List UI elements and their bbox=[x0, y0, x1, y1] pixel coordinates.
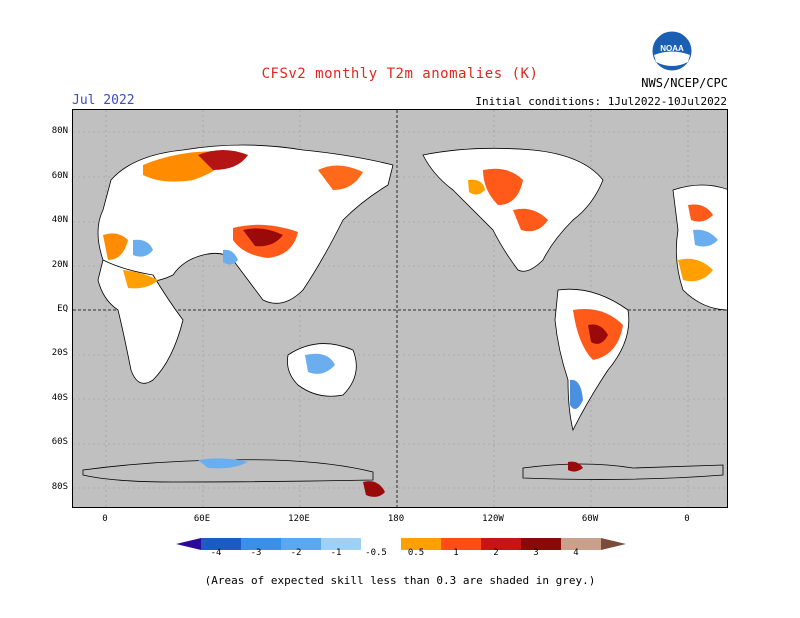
svg-text:NOAA: NOAA bbox=[660, 44, 684, 53]
lon-tick: 180 bbox=[387, 514, 405, 524]
lat-tick: 20N bbox=[51, 260, 68, 270]
lon-tick: 0 bbox=[102, 514, 108, 524]
noaa-logo: NOAA bbox=[651, 30, 693, 72]
lon-tick: 120W bbox=[482, 514, 504, 524]
colorbar-label: 2 bbox=[493, 548, 499, 558]
colorbar-label: 1 bbox=[453, 548, 459, 558]
lon-tick: 60E bbox=[193, 514, 211, 524]
lat-tick: 20S bbox=[51, 348, 68, 358]
europe-west bbox=[672, 184, 727, 311]
lon-tick: 0 bbox=[684, 514, 690, 524]
eurasia-africa bbox=[97, 144, 394, 384]
colorbar-label: 0.5 bbox=[407, 548, 425, 558]
lat-tick: 60S bbox=[51, 437, 68, 447]
colorbar-label: -4 bbox=[210, 548, 222, 558]
colorbar-arrow-high bbox=[601, 538, 626, 550]
map-svg bbox=[73, 110, 727, 507]
colorbar-label: -3 bbox=[250, 548, 262, 558]
forecast-period: Jul 2022 bbox=[72, 93, 135, 108]
footnote: (Areas of expected skill less than 0.3 a… bbox=[204, 574, 596, 587]
lat-tick: 40N bbox=[51, 215, 68, 225]
lat-tick: 80N bbox=[51, 126, 68, 136]
colorbar-arrow-low bbox=[176, 538, 201, 550]
lon-tick: 120E bbox=[288, 514, 310, 524]
australia bbox=[287, 343, 357, 397]
north-america bbox=[422, 147, 604, 272]
south-america bbox=[554, 288, 630, 432]
agency-label: NWS/NCEP/CPC bbox=[641, 76, 728, 90]
colorbar-label: 3 bbox=[533, 548, 539, 558]
colorbar bbox=[176, 535, 626, 554]
colorbar-label: -1 bbox=[330, 548, 342, 558]
colorbar-label: -0.5 bbox=[365, 548, 387, 558]
lon-tick: 60W bbox=[581, 514, 599, 524]
lat-tick: 40S bbox=[51, 393, 68, 403]
initial-conditions: Initial conditions: 1Jul2022-10Jul2022 bbox=[475, 95, 727, 108]
map-title: CFSv2 monthly T2m anomalies (K) bbox=[261, 66, 539, 82]
lat-tick: 80S bbox=[51, 482, 68, 492]
lat-tick: EQ bbox=[57, 304, 68, 314]
colorbar-label: 4 bbox=[573, 548, 579, 558]
colorbar-label: -2 bbox=[290, 548, 302, 558]
antarctica bbox=[82, 458, 724, 497]
anomaly-map bbox=[72, 109, 728, 508]
lat-tick: 60N bbox=[51, 171, 68, 181]
